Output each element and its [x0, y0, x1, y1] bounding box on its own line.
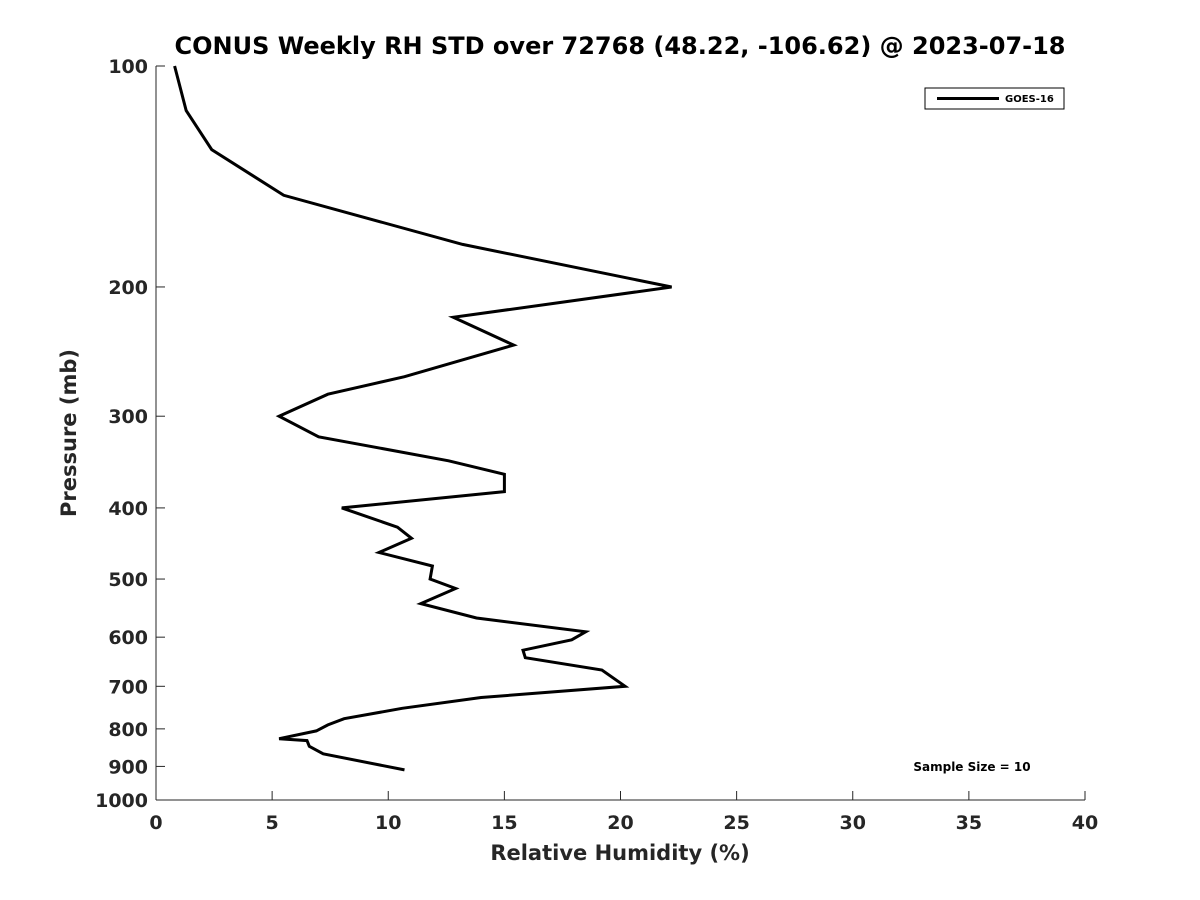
y-axis-ticks: 100 200 300 400 500 600 700 800 900 1000	[95, 56, 165, 812]
y-tick-label: 800	[108, 719, 148, 741]
y-tick-label: 200	[108, 277, 148, 299]
y-tick-label: 900	[108, 756, 148, 778]
x-tick-label: 40	[1072, 812, 1098, 834]
y-tick-label: 600	[108, 627, 148, 649]
y-tick-label: 500	[108, 569, 148, 591]
series-lines	[173, 65, 672, 772]
y-tick-label: 300	[108, 406, 148, 428]
x-tick-label: 5	[266, 812, 279, 834]
x-tick-label: 15	[491, 812, 517, 834]
y-tick-label: 100	[108, 56, 148, 78]
x-axis-label: Relative Humidity (%)	[490, 841, 749, 865]
y-tick-label: 400	[108, 498, 148, 520]
x-tick-label: 0	[149, 812, 162, 834]
legend: GOES-16	[924, 87, 1065, 110]
y-tick-label: 1000	[95, 790, 148, 812]
series-line-goes-16	[173, 65, 672, 772]
x-tick-label: 10	[375, 812, 401, 834]
y-axis-label: Pressure (mb)	[57, 349, 81, 517]
x-tick-label: 20	[607, 812, 633, 834]
x-tick-label: 35	[956, 812, 982, 834]
x-tick-label: 30	[840, 812, 866, 834]
x-axis-ticks: 0 5 10 15 20 25 30 35 40	[149, 791, 1098, 834]
y-tick-label: 700	[108, 676, 148, 698]
legend-label-goes-16: GOES-16	[1005, 94, 1054, 105]
sample-size-annotation: Sample Size = 10	[913, 760, 1030, 774]
chart-title: CONUS Weekly RH STD over 72768 (48.22, -…	[174, 32, 1065, 60]
x-tick-label: 25	[723, 812, 749, 834]
